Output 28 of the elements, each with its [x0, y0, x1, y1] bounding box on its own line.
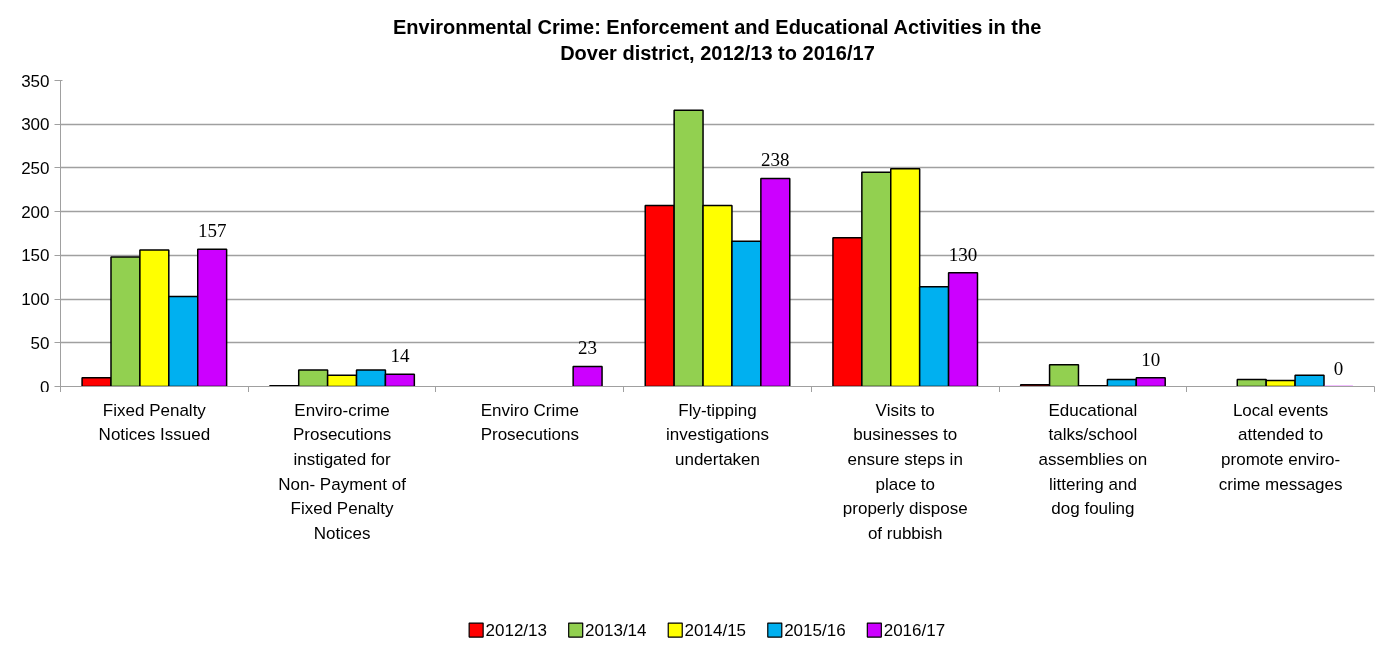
y-tick-label: 100	[21, 290, 50, 310]
data-label: 0	[1333, 357, 1344, 379]
data-label: 238	[761, 149, 790, 171]
y-tick-label: 0	[40, 377, 50, 397]
x-tick-label: Enviro Crime Prosecutions	[480, 400, 579, 445]
data-label: 10	[1141, 348, 1161, 370]
data-label: 23	[578, 337, 598, 359]
chart-title: Environmental Crime: Enforcement and Educational Activities in the Dover district, 2012/13 to 2016/17	[392, 15, 1042, 65]
x-tick-label: Educational talks/school assemblies on littering and dog fouling	[1038, 400, 1148, 519]
data-label: 130	[948, 243, 978, 265]
x-tick-label: Local events attended to promote enviro-crime messages	[1218, 400, 1343, 494]
data-label: 157	[197, 220, 227, 242]
y-tick-label: 300	[21, 115, 50, 135]
x-tick-label: Fly-tipping investigations undertaken	[666, 400, 770, 469]
legend-label: 2016/17	[883, 620, 946, 640]
x-tick-label: Visits to businesses to ensure steps in place to properly dispose of rubbish	[842, 400, 968, 544]
data-label: 14	[390, 345, 410, 367]
y-tick-label: 350	[21, 71, 50, 91]
y-tick-label: 150	[21, 246, 50, 266]
y-tick-label: 250	[21, 158, 50, 178]
legend-label: 2012/13	[485, 620, 547, 640]
legend-label: 2015/16	[784, 620, 846, 640]
legend-label: 2013/14	[585, 620, 647, 640]
x-tick-label: Enviro-crime Prosecutions instigated for Non- Payment of Fixed Penalty Notices	[278, 400, 407, 544]
y-tick-label: 50	[30, 333, 50, 353]
y-tick-label: 200	[21, 202, 50, 222]
legend-label: 2014/15	[684, 620, 747, 640]
x-tick-label: Fixed Penalty Notices Issued	[98, 400, 211, 445]
